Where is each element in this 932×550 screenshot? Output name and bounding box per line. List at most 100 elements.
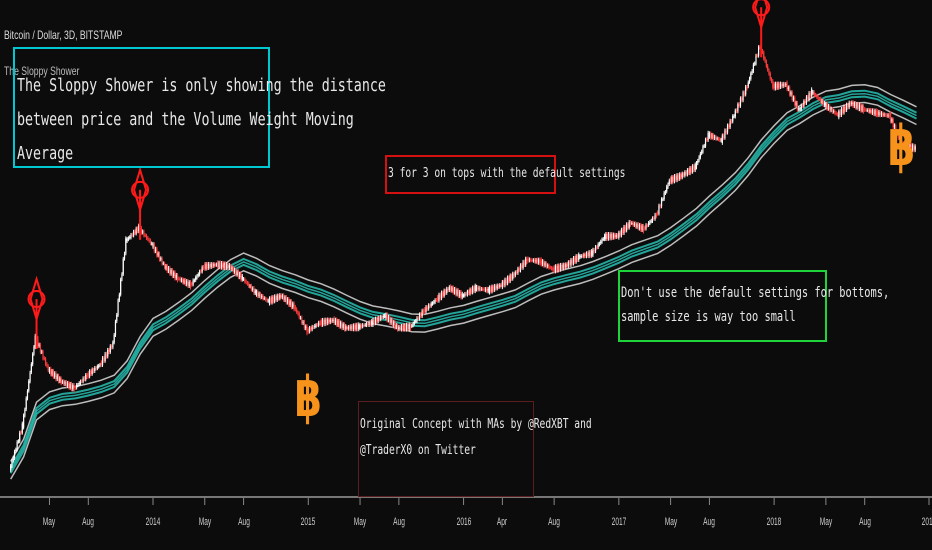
price-candle-body [264,298,267,300]
price-candle-body [679,174,681,179]
price-candle-body [376,318,378,322]
price-candle-body [223,263,225,269]
price-candle-body [333,318,335,324]
price-candle-body [116,314,118,322]
price-candle-body [763,52,765,59]
price-candle-body [33,346,35,354]
ma-band-line-0 [10,101,917,480]
price-candle-body [101,357,104,366]
price-candle-body [66,382,69,387]
price-candle-body [801,105,804,107]
price-candle-body [246,282,249,284]
price-candle-body [50,368,52,375]
annotation-line: @TraderX0 on Twitter [360,443,476,458]
price-candle-body [408,324,410,330]
price-candle-body [169,267,171,274]
price-candle-body [728,125,730,128]
price-candle-body [182,279,184,283]
price-candle-body [754,63,756,65]
price-candle-body [553,266,555,272]
annotation-line: sample size is way too small [621,309,796,325]
price-candle-body [606,233,608,239]
price-candle-body [659,205,661,207]
price-candle-body [756,55,758,57]
price-candle-body [906,144,909,149]
annotation-vwma-note[interactable]: The Sloppy Shower is only showing the di… [13,47,386,168]
price-candle-body [63,381,65,384]
price-candle-body [10,465,12,471]
price-candle-body [209,264,211,268]
price-candle-body [675,175,677,181]
price-candle-body [478,287,480,290]
price-candle-body [244,279,246,282]
price-candle-body [358,324,360,330]
price-candle-body [390,319,392,323]
price-candle-body [519,265,522,271]
price-candle-body [38,344,40,346]
price-candle-body [820,98,822,102]
price-candle-body [657,212,659,214]
price-candle-body [496,285,498,289]
price-candle-body [110,346,113,348]
price-candle-body [567,262,569,267]
price-candle-body [602,238,604,240]
price-candle-body [444,290,447,294]
price-candle-body [686,169,689,175]
price-candle-body [411,325,413,327]
price-candle-body [680,174,682,178]
price-candle-body [404,324,406,330]
price-candle-body [526,258,528,263]
price-candle-body [629,221,632,225]
price-candle-body [607,233,610,239]
annotation-tops-note[interactable]: 3 for 3 on tops with the default setting… [385,155,625,194]
price-candle-body [499,284,501,287]
price-candle-body [525,258,527,266]
price-candle-body [911,145,914,150]
price-candle-body [645,225,647,229]
price-candle-body [598,243,601,245]
price-candle-body [153,243,155,252]
price-candle-body [241,275,243,280]
price-candle-body [377,317,379,322]
price-candle-body [690,167,692,172]
price-candle-body [671,177,673,183]
price-candle-body [70,383,73,390]
price-candle-body [626,224,628,231]
price-candle-body [310,328,312,330]
price-candle-body [838,111,840,118]
price-candle-body [813,92,815,96]
price-candle-body [552,268,554,270]
annotation-credit-note[interactable]: Original Concept with MAs by @RedXBT and… [358,401,592,497]
price-candle-body [457,290,459,297]
x-tick-label: Aug [858,516,871,528]
price-candle-body [539,259,541,264]
price-candle-body [910,144,912,150]
price-candle-body [39,344,42,353]
price-candle-body [689,167,691,174]
price-candle-body [350,326,352,330]
price-candle-body [30,364,32,373]
price-candle-body [817,96,819,99]
price-candle-body [715,136,717,139]
price-candle-body [127,238,130,240]
price-candle-body [228,264,230,269]
price-candle-body [318,322,320,326]
price-candle-body [651,218,654,222]
price-candle-body [497,285,500,288]
price-candle-body [658,205,660,214]
indicator-label[interactable]: The Sloppy Shower [4,64,80,78]
price-candle-body [796,102,799,110]
price-candle-body [767,65,769,70]
annotation-bottoms-note[interactable]: Don't use the default settings for botto… [618,270,889,342]
price-candle-body [37,337,39,347]
price-candle-body [869,110,871,112]
price-candle-body [245,281,247,283]
price-candle-body [426,307,428,310]
price-candle-body [334,319,337,324]
price-candle-body [206,263,208,269]
price-candle-body [354,324,356,330]
price-candle-body [655,214,657,217]
price-candle-body [68,382,70,388]
price-candle-body [729,120,731,128]
